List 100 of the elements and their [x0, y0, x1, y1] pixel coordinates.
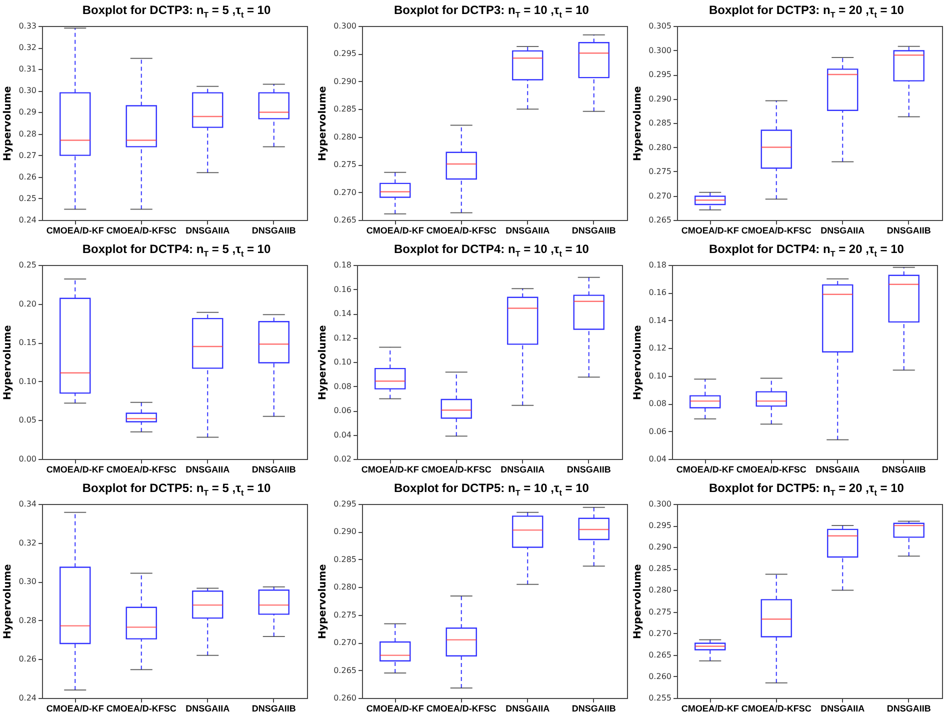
y-tick-label: 0.14 [334, 309, 352, 318]
y-tick-label: 0.285 [648, 118, 672, 128]
y-tick-label: 0.29 [18, 108, 36, 117]
y-tick-label: 0.08 [648, 399, 666, 408]
chart-title: Boxplot for DCTP4: n$_{T}$ = 10 ,τ$_{t}$ = 10 [393, 242, 590, 258]
x-tick-label: CMOEA/D-KF [361, 464, 420, 474]
y-tick-label: 0.02 [334, 454, 352, 464]
y-tick-label: 0.24 [18, 694, 36, 702]
y-tick-label: 0.12 [648, 344, 666, 353]
x-tick-label: CMOEA/D-KF [46, 704, 104, 714]
x-tick-label: DNSGAIIA [816, 464, 860, 474]
y-tick-label: 0.275 [648, 607, 672, 616]
x-tick-label: CMOEA/D-KFSC [736, 464, 807, 474]
y-tick-label: 0.05 [18, 416, 36, 425]
y-tick-label: 0.280 [648, 142, 672, 152]
y-tick-label: 0.265 [648, 216, 672, 224]
x-tick-label: DNSGAIIB [572, 226, 616, 236]
chart-title: Boxplot for DCTP3: n$_{T}$ = 10 ,τ$_{t}$ = 10 [393, 3, 590, 20]
y-tick-label: 0.32 [18, 43, 36, 52]
x-tick-label: DNSGAIIB [572, 704, 616, 714]
y-axis-title: Hypervolume [632, 324, 644, 400]
x-tick-label: DNSGAIIA [186, 704, 230, 714]
x-tick-label: CMOEA/D-KF [676, 464, 734, 474]
y-tick-label: 0.285 [334, 554, 356, 564]
y-tick-label: 0.04 [648, 454, 666, 464]
y-tick-label: 0.305 [648, 22, 672, 30]
y-tick-label: 0.265 [648, 650, 672, 660]
y-tick-label: 0.34 [18, 500, 36, 508]
x-tick-label: DNSGAIIB [886, 226, 932, 236]
y-tick-label: 0.270 [648, 628, 672, 638]
y-tick-label: 0.06 [648, 426, 666, 436]
chart-title: Boxplot for DCTP4: n$_{T}$ = 20 ,τ$_{t}$ = 10 [708, 242, 905, 258]
y-tick-label: 0.25 [18, 260, 36, 270]
x-tick-label: DNSGAIIA [506, 704, 550, 714]
y-tick-label: 0.295 [334, 49, 356, 58]
y-tick-label: 0.290 [648, 94, 672, 104]
y-tick-label: 0.26 [18, 654, 36, 664]
x-tick-label: DNSGAIIA [186, 464, 230, 474]
x-tick-label: CMOEA/D-KFSC [741, 704, 812, 714]
x-tick-label: DNSGAIIA [186, 226, 230, 236]
y-tick-label: 0.00 [18, 454, 36, 464]
x-tick-label: CMOEA/D-KFSC [426, 226, 497, 236]
y-tick-label: 0.280 [334, 132, 356, 142]
y-tick-label: 0.16 [334, 284, 352, 294]
y-tick-label: 0.285 [334, 104, 356, 114]
chart-title: Boxplot for DCTP5: n$_{T}$ = 20 ,τ$_{t}$ = 10 [708, 481, 905, 498]
y-tick-label: 0.265 [334, 216, 356, 224]
y-tick-label: 0.14 [648, 316, 666, 325]
y-tick-label: 0.295 [334, 500, 356, 508]
y-tick-label: 0.31 [18, 64, 36, 74]
y-tick-label: 0.33 [18, 22, 36, 30]
y-tick-label: 0.290 [648, 542, 672, 552]
x-tick-label: DNSGAIIB [566, 464, 612, 474]
y-tick-label: 0.08 [334, 382, 352, 391]
y-tick-label: 0.295 [648, 521, 672, 530]
x-tick-label: CMOEA/D-KFSC [421, 464, 492, 474]
y-tick-label: 0.28 [18, 616, 36, 625]
x-tick-label: DNSGAIIB [882, 464, 926, 474]
y-tick-label: 0.275 [648, 167, 672, 176]
x-tick-label: DNSGAIIB [252, 464, 296, 474]
y-tick-label: 0.300 [648, 46, 672, 55]
y-axis-title: Hypervolume [318, 324, 329, 400]
y-tick-label: 0.275 [334, 160, 356, 170]
y-tick-label: 0.20 [18, 299, 36, 308]
y-tick-label: 0.270 [648, 191, 672, 200]
x-tick-label: DNSGAIIB [252, 704, 296, 714]
y-tick-label: 0.270 [334, 638, 356, 648]
y-tick-label: 0.300 [334, 22, 356, 30]
x-tick-label: CMOEA/D-KF [681, 704, 740, 714]
y-tick-label: 0.32 [18, 538, 36, 548]
y-tick-label: 0.28 [18, 129, 36, 138]
y-tick-label: 0.24 [18, 216, 36, 224]
chart-title: Boxplot for DCTP5: n$_{T}$ = 5 ,τ$_{t}$ = 10 [81, 481, 272, 498]
y-tick-label: 0.30 [18, 86, 36, 96]
y-axis-title: Hypervolume [318, 564, 329, 639]
y-tick-label: 0.295 [648, 70, 672, 79]
y-axis-title: Hypervolume [2, 324, 14, 400]
y-tick-label: 0.18 [648, 260, 666, 270]
y-tick-label: 0.18 [334, 260, 352, 270]
x-tick-label: DNSGAIIB [886, 704, 932, 714]
y-tick-label: 0.10 [18, 376, 36, 386]
y-tick-label: 0.290 [334, 527, 356, 536]
y-tick-label: 0.16 [648, 288, 666, 298]
x-tick-label: CMOEA/D-KF [681, 226, 740, 236]
x-tick-label: DNSGAIIB [252, 226, 296, 236]
y-tick-label: 0.30 [18, 577, 36, 586]
y-tick-label: 0.290 [334, 76, 356, 86]
y-tick-label: 0.285 [648, 564, 672, 574]
y-tick-label: 0.27 [18, 150, 36, 160]
y-axis-title: Hypervolume [2, 86, 14, 161]
x-tick-label: CMOEA/D-KFSC [106, 464, 177, 474]
y-tick-label: 0.255 [648, 694, 672, 702]
x-tick-label: CMOEA/D-KF [366, 704, 424, 714]
x-tick-label: DNSGAIIA [820, 704, 866, 714]
x-tick-label: DNSGAIIA [506, 226, 550, 236]
y-tick-label: 0.270 [334, 188, 356, 197]
y-tick-label: 0.10 [648, 371, 666, 380]
y-axis-title: Hypervolume [632, 86, 644, 161]
y-tick-label: 0.300 [648, 500, 672, 508]
y-tick-label: 0.260 [334, 694, 356, 702]
